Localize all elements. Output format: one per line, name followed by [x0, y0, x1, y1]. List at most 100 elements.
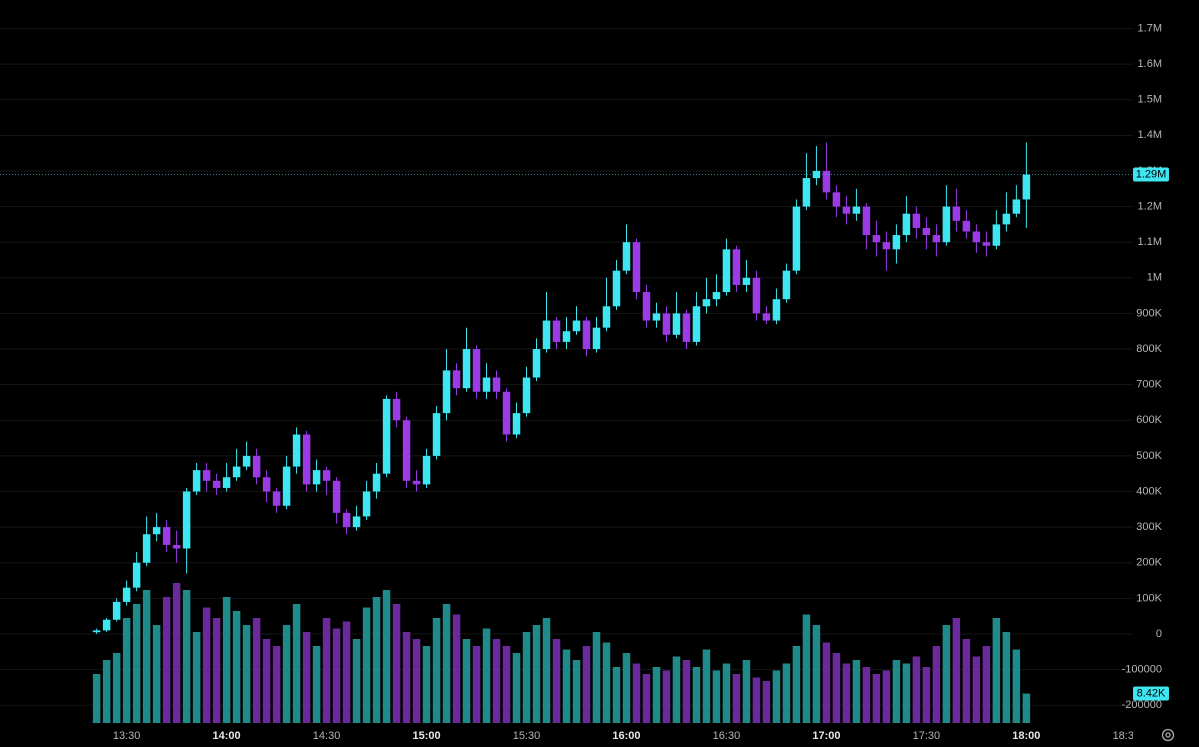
volume-bar: [1012, 649, 1021, 723]
volume-bar: [872, 674, 881, 723]
candle-body: [862, 206, 871, 236]
settings-icon[interactable]: [1161, 728, 1175, 742]
volume-bar: [532, 625, 541, 723]
candle-body: [222, 477, 231, 488]
candle-body: [382, 398, 391, 474]
y-tick-label: 1.5M: [1138, 94, 1162, 106]
volume-bar: [802, 614, 811, 723]
volume-bar: [682, 660, 691, 723]
volume-bar: [422, 646, 431, 723]
volume-bar: [342, 621, 351, 723]
y-tick-label: 1.2M: [1138, 200, 1162, 212]
last-volume-badge: [1133, 686, 1169, 701]
y-axis: -200000 -100000 0 100K 200K 300K 400K 500K 600K 7…: [1122, 22, 1169, 711]
x-tick-label: 15:30: [513, 730, 541, 742]
candle-body: [1012, 199, 1021, 214]
volume-bar: [792, 646, 801, 723]
volume-bar: [362, 607, 371, 723]
candle-body: [462, 349, 471, 389]
volume-bar: [652, 667, 661, 723]
volume-bar: [152, 625, 161, 723]
volume-bar: [822, 642, 831, 723]
volume-bar: [352, 639, 361, 723]
volume-bar: [592, 632, 601, 723]
volume-bar: [662, 670, 671, 723]
volume-bar: [832, 653, 841, 723]
candle-body: [842, 206, 851, 214]
volume-bar: [302, 632, 311, 723]
volume-bar: [182, 590, 191, 723]
volume-bar: [552, 639, 561, 723]
volume-bar: [242, 625, 251, 723]
settings-gear-hub[interactable]: [1165, 732, 1171, 738]
candle-body: [982, 242, 991, 246]
volume-bar: [112, 653, 121, 723]
candle-body: [1002, 213, 1011, 225]
volume-bar: [582, 646, 591, 723]
candle-body: [332, 480, 341, 513]
candle-body: [652, 313, 661, 321]
volume-bar: [852, 660, 861, 723]
volume-bar: [1022, 693, 1031, 723]
volume-bar: [222, 597, 231, 723]
candle-body: [872, 235, 881, 243]
volume-bar: [672, 656, 681, 723]
volume-bar: [202, 607, 211, 723]
candle-body: [612, 270, 621, 307]
candle-body: [712, 292, 721, 300]
volume-bar: [702, 649, 711, 723]
candle-body: [202, 470, 211, 481]
candle-body: [152, 527, 161, 535]
volume-bar: [122, 618, 131, 723]
volume-bar: [442, 604, 451, 723]
candle-body: [542, 320, 551, 350]
volume-bar: [912, 656, 921, 723]
volume-bar: [402, 632, 411, 723]
candle-body: [92, 630, 101, 633]
price-axis-panel: [1133, 0, 1199, 747]
candle-body: [772, 299, 781, 321]
x-tick-label: 16:30: [713, 730, 741, 742]
candle-body: [392, 398, 401, 421]
volume-bar: [252, 618, 261, 723]
candle-body: [782, 270, 791, 300]
candle-body: [932, 235, 941, 243]
candle-body: [592, 327, 601, 350]
last-volume-label: 8.42K: [1137, 687, 1166, 699]
candle-body: [442, 370, 451, 414]
y-tick-label: 1.1M: [1138, 236, 1162, 248]
candle-body: [992, 224, 1001, 246]
candle-body: [602, 306, 611, 328]
y-tick-label: 100K: [1136, 592, 1162, 604]
volume-bar: [262, 639, 271, 723]
volume-bar: [412, 639, 421, 723]
candle-body: [362, 491, 371, 517]
candle-body: [112, 601, 121, 620]
volume-bar: [512, 653, 521, 723]
volume-bar: [902, 663, 911, 723]
volume-bar: [392, 604, 401, 723]
candle-body: [562, 331, 571, 342]
candle-body: [492, 377, 501, 392]
candle-body: [582, 320, 591, 350]
y-tick-label: 0: [1156, 628, 1162, 640]
candle-body: [232, 466, 241, 478]
y-tick-label: 400K: [1136, 485, 1162, 497]
volume-bar: [622, 653, 631, 723]
candle-body: [692, 306, 701, 342]
candle-layer: [0, 142, 1133, 634]
candle-body: [212, 480, 221, 488]
volume-bar: [892, 660, 901, 723]
candle-body: [122, 587, 131, 602]
settings-gear[interactable]: [1161, 728, 1175, 742]
volume-bar: [162, 597, 171, 723]
candle-body: [682, 313, 691, 342]
candle-body: [832, 192, 841, 207]
candle-body: [552, 320, 561, 342]
volume-bar: [1002, 632, 1011, 723]
volume-bar: [192, 632, 201, 723]
volume-bar: [212, 618, 221, 723]
volume-bar: [432, 618, 441, 723]
x-tick-label: 17:30: [913, 730, 941, 742]
candle-body: [522, 377, 531, 414]
